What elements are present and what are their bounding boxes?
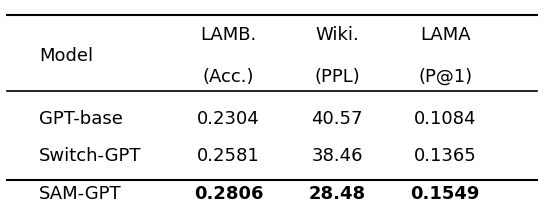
Text: (PPL): (PPL) [314,68,360,86]
Text: 0.2304: 0.2304 [197,110,260,128]
Text: 38.46: 38.46 [311,147,363,165]
Text: 28.48: 28.48 [308,185,366,203]
Text: 40.57: 40.57 [311,110,363,128]
Text: (P@1): (P@1) [418,68,472,86]
Text: Wiki.: Wiki. [315,27,359,44]
Text: (Acc.): (Acc.) [203,68,255,86]
Text: 0.1084: 0.1084 [414,110,477,128]
Text: GPT-base: GPT-base [39,110,123,128]
Text: LAMB.: LAMB. [201,27,257,44]
Text: SAM-GPT: SAM-GPT [39,185,122,203]
Text: Model: Model [39,47,94,65]
Text: 0.2581: 0.2581 [197,147,260,165]
Text: LAMA: LAMA [420,27,471,44]
Text: Switch-GPT: Switch-GPT [39,147,142,165]
Text: 0.1549: 0.1549 [411,185,480,203]
Text: 0.1365: 0.1365 [414,147,477,165]
Text: 0.2806: 0.2806 [194,185,263,203]
